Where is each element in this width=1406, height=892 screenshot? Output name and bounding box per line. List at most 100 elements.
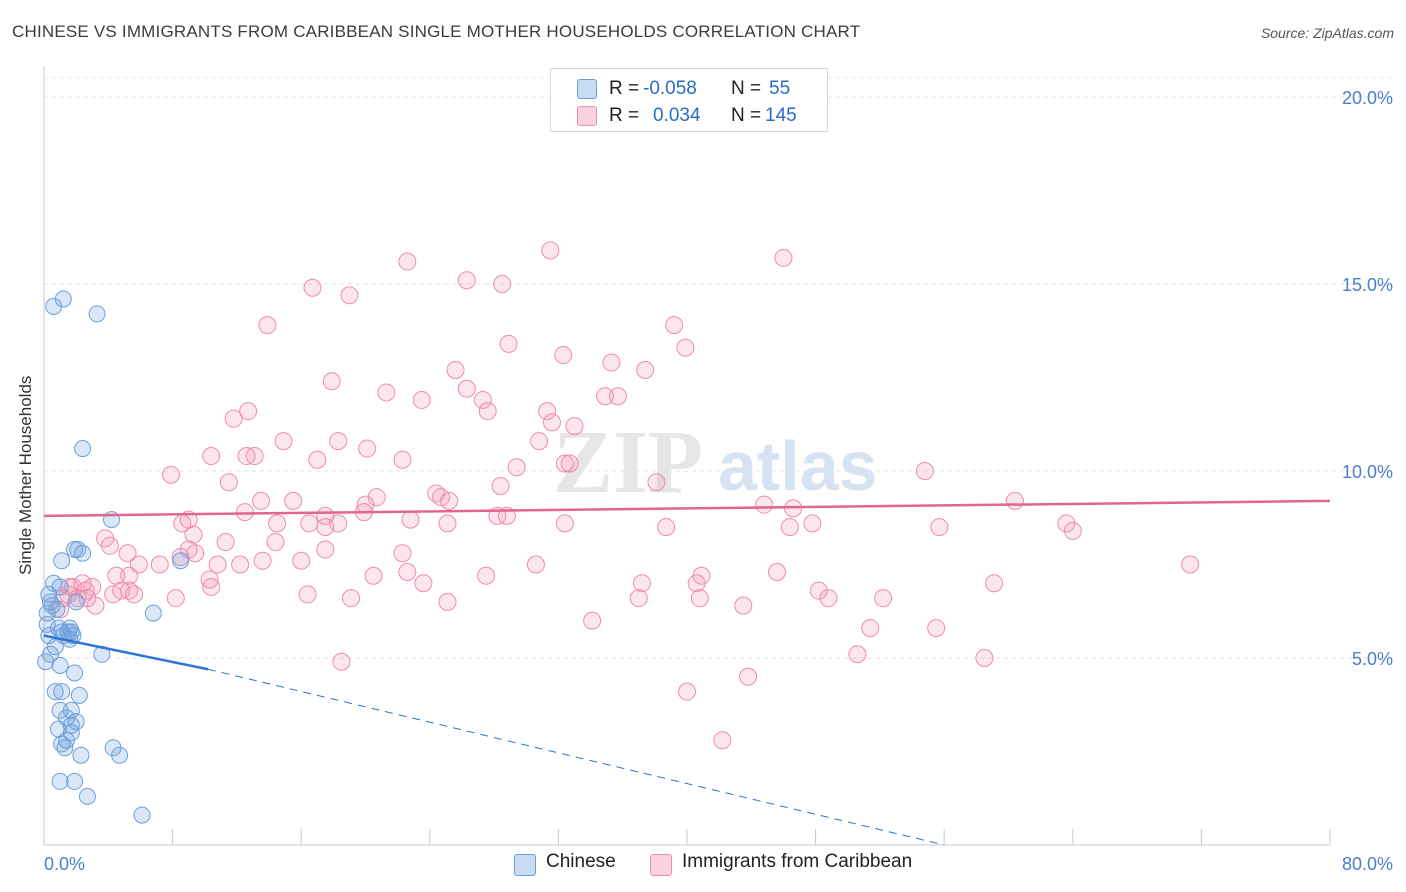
caribbean-point (208, 555, 227, 574)
caribbean-point (676, 338, 695, 357)
bottom-legend-swatch-chinese (514, 854, 536, 876)
caribbean-point (975, 649, 994, 667)
chinese-point (70, 686, 88, 704)
caribbean-point (555, 514, 574, 533)
caribbean-point (915, 462, 934, 480)
legend-r-value: -0.058 (643, 78, 697, 99)
y-axis-label: Single Mother Households (16, 375, 35, 575)
caribbean-point (629, 589, 648, 608)
chinese-point (67, 713, 85, 731)
caribbean-point (412, 390, 431, 409)
chinese-point (37, 653, 55, 671)
caribbean-point (930, 518, 949, 537)
caribbean-point (755, 495, 774, 514)
caribbean-point (308, 450, 327, 469)
chinese-point (66, 664, 84, 682)
caribbean-point (118, 544, 137, 563)
caribbean-point (440, 491, 459, 510)
caribbean-point (202, 577, 221, 596)
caribbean-point (340, 286, 359, 305)
legend-n-key: N = (731, 105, 762, 126)
caribbean-point (1063, 521, 1082, 540)
caribbean-point (414, 574, 433, 593)
x-tick-label: 80.0% (1342, 854, 1393, 874)
caribbean-point (100, 536, 119, 555)
caribbean-point (274, 432, 293, 451)
caribbean-point (268, 514, 287, 533)
caribbean-point (266, 533, 285, 552)
caribbean-point (398, 562, 417, 581)
bottom-legend-swatch-caribbean (650, 854, 672, 876)
caribbean-point (252, 491, 271, 510)
caribbean-point (401, 510, 420, 529)
caribbean-point (239, 402, 258, 421)
caribbean-point (526, 555, 545, 574)
caribbean-point (780, 518, 799, 537)
caribbean-point (150, 555, 169, 574)
caribbean-point (665, 316, 684, 335)
tick-labels: 5.0% 10.0% 15.0% 20.0% 0.0% 80.0% (44, 88, 1393, 874)
caribbean-point (107, 566, 126, 585)
chinese-point (49, 619, 67, 637)
caribbean-point (329, 432, 348, 451)
caribbean-point (478, 402, 497, 421)
caribbean-point (774, 248, 793, 267)
caribbean-point (657, 518, 676, 537)
caribbean-point (125, 585, 144, 604)
caribbean-point (632, 574, 651, 593)
y-tick-label: 15.0% (1342, 275, 1393, 295)
caribbean-point (457, 379, 476, 398)
y-tick-label: 5.0% (1352, 649, 1393, 669)
caribbean-point (364, 566, 383, 585)
caribbean-point (507, 458, 526, 477)
caribbean-point (438, 592, 457, 611)
caribbean-point (608, 387, 627, 406)
caribbean-point (184, 525, 203, 544)
caribbean-point (602, 353, 621, 372)
caribbean-point (848, 645, 867, 664)
legend-n-value: 145 (765, 105, 797, 126)
caribbean-point (554, 346, 573, 365)
legend-row-caribbean: R = 0.034 N = 145 (551, 102, 827, 128)
chinese-point (38, 604, 56, 622)
caribbean-point (541, 241, 560, 260)
legend-swatch-chinese (577, 79, 597, 99)
legend-r-key: R = (609, 105, 640, 126)
legend-box: R = -0.058 N = 55 R = 0.034 N = 145 (550, 68, 828, 132)
caribbean-point (398, 252, 417, 271)
caribbean-point (473, 390, 492, 409)
caribbean-point (120, 566, 139, 585)
chart-title: CHINESE VS IMMIGRANTS FROM CARIBBEAN SIN… (12, 22, 861, 41)
caribbean-point (861, 619, 880, 638)
caribbean-point (216, 533, 235, 552)
chinese-point (72, 746, 90, 764)
caribbean-point (803, 514, 822, 533)
caribbean-point (1057, 514, 1076, 533)
x-tick-label: 0.0% (44, 854, 85, 874)
caribbean-point (224, 409, 243, 428)
caribbean-point (713, 731, 732, 750)
watermark-atlas: atlas (718, 427, 878, 505)
caribbean-point (253, 551, 272, 570)
chinese-point (51, 656, 69, 674)
caribbean-point (235, 503, 254, 522)
chinese-point (67, 593, 85, 611)
caribbean-trend-line (43, 499, 1331, 518)
caribbean-point (161, 465, 180, 484)
axes (43, 66, 1331, 846)
caribbean-point (446, 361, 465, 380)
caribbean-point (1005, 491, 1024, 510)
caribbean-point (300, 514, 319, 533)
chinese-trend-extension (207, 668, 945, 846)
chinese-point (172, 552, 190, 570)
y-tick-label: 20.0% (1342, 88, 1393, 108)
legend-n-value: 55 (769, 78, 791, 99)
caribbean-point (560, 454, 579, 473)
y-tick-label: 10.0% (1342, 462, 1393, 482)
caribbean-point (367, 488, 386, 507)
caribbean-point (542, 413, 561, 432)
trend-lines (43, 499, 1331, 846)
caribbean-point (583, 611, 602, 630)
chinese-point (88, 305, 106, 323)
